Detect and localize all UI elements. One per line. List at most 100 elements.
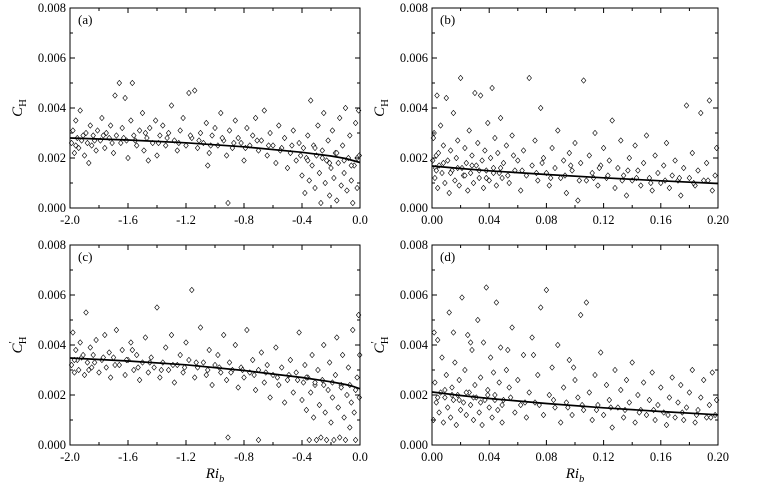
scatter-point <box>603 381 610 389</box>
y-tick-label: 0.002 <box>38 388 66 402</box>
scatter-point <box>145 157 151 164</box>
scatter-point <box>439 354 445 361</box>
scatter-point <box>83 129 89 137</box>
scatter-point <box>495 406 501 414</box>
scatter-point <box>681 164 687 172</box>
scatter-point <box>523 414 530 421</box>
scatter-point <box>530 351 537 359</box>
scatter-point <box>315 366 321 374</box>
scatter-point <box>189 286 195 294</box>
x-tick-label: 0.08 <box>535 213 557 227</box>
scatter-point <box>347 132 353 139</box>
scatter-point <box>141 147 147 154</box>
scatter-point <box>663 421 670 429</box>
scatter-point <box>457 406 464 414</box>
scatter-point <box>455 137 461 144</box>
scatter-point <box>171 379 178 386</box>
scatter-point <box>154 152 160 159</box>
scatter-point <box>177 351 183 359</box>
scatter-point <box>180 114 186 122</box>
scatter-point <box>116 361 122 369</box>
scatter-point <box>626 399 632 406</box>
scatter-point <box>529 162 535 169</box>
scatter-point <box>194 144 201 152</box>
scatter-point <box>302 361 308 369</box>
scatter-point <box>164 134 170 142</box>
scatter-point <box>341 414 347 421</box>
scatter-point <box>469 152 475 159</box>
scatter-point <box>479 157 485 164</box>
scatter-point <box>467 339 474 346</box>
scatter-point <box>447 169 454 177</box>
scatter-point <box>643 411 650 419</box>
scatter-point <box>128 117 134 124</box>
panel-c: -2.0 -1.6 -1.2 -0.8 -0.4 0.0 0.000 0.002 0.004 0.… <box>8 238 368 485</box>
scatter-point <box>708 414 714 421</box>
scatter-point <box>197 129 204 137</box>
panel-b: 0.00 0.04 0.08 0.12 0.16 0.20 0.000 0.002 0.004 0… <box>372 1 729 227</box>
scatter-point <box>612 366 618 374</box>
scatter-point <box>258 349 265 356</box>
scatter-point <box>609 117 615 124</box>
fit-curve <box>69 357 361 390</box>
scatter-point <box>134 351 140 359</box>
scatter-point <box>228 369 234 376</box>
scatter-point <box>310 414 317 421</box>
scatter-point <box>506 179 512 187</box>
x-tick-label: -0.8 <box>234 213 254 227</box>
x-tick-label: -0.4 <box>292 213 313 227</box>
scatter-point <box>142 334 149 341</box>
scatter-point <box>154 304 160 311</box>
scatter-point <box>306 436 312 444</box>
scatter-point <box>555 127 561 134</box>
scatter-point <box>678 381 684 389</box>
scatter-point <box>485 119 491 127</box>
scatter-point <box>578 311 584 319</box>
scatter-point <box>672 157 678 164</box>
scatter-point <box>349 199 356 207</box>
scatter-point <box>447 147 454 154</box>
x-tick-label: 0.12 <box>593 450 615 464</box>
scatter-point <box>625 167 631 174</box>
scatter-point <box>649 187 655 194</box>
y-axis-label-subscript: H <box>380 99 391 107</box>
scatter-point <box>592 371 598 379</box>
x-tick-label: 0.16 <box>650 213 672 227</box>
scatter-point <box>666 184 673 192</box>
scatter-point <box>493 299 500 306</box>
scatter-point <box>638 182 644 189</box>
scatter-point <box>497 344 504 351</box>
scatter-point <box>89 142 95 149</box>
x-tick-label: 0.08 <box>535 450 557 464</box>
y-tick-label: 0.008 <box>38 238 66 252</box>
scatter-point <box>204 366 211 374</box>
scatter-point <box>469 346 475 354</box>
scatter-point <box>76 144 82 152</box>
scatter-point <box>466 127 472 134</box>
scatter-point <box>331 436 337 444</box>
panel-label: (b) <box>440 12 455 27</box>
scatter-point <box>305 157 311 164</box>
scatter-point <box>93 147 99 154</box>
scatter-point <box>313 436 320 444</box>
scatter-point <box>633 174 640 182</box>
scatter-point <box>490 369 497 376</box>
scatter-point <box>595 182 601 189</box>
scatter-point <box>90 351 96 359</box>
scatter-point <box>698 109 704 117</box>
scatter-point <box>326 159 333 167</box>
scatter-point <box>683 404 690 411</box>
scatter-point <box>312 184 318 192</box>
scatter-point <box>250 132 256 139</box>
scatter-point <box>84 359 91 366</box>
scatter-point <box>569 167 575 174</box>
scatter-point <box>318 199 324 207</box>
x-tick-label: 0.00 <box>421 450 443 464</box>
scatter-point <box>433 167 439 174</box>
scatter-point <box>586 152 592 159</box>
scatter-point <box>538 304 544 311</box>
scatter-point <box>294 376 301 384</box>
scatter-point <box>477 92 484 99</box>
scatter-point <box>322 179 328 187</box>
scatter-point <box>352 436 359 444</box>
